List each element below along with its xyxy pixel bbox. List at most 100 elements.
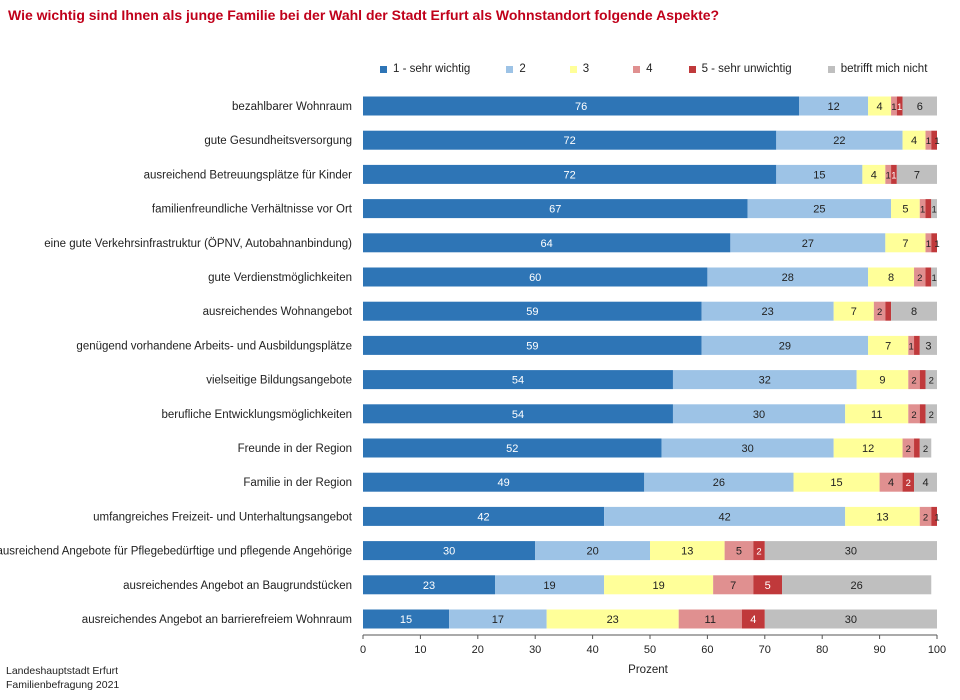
bar-segment (914, 335, 920, 355)
data-label: 54 (512, 375, 524, 387)
bar-segment (885, 301, 892, 321)
data-label: 3 (925, 340, 931, 352)
bar-segment (891, 199, 920, 219)
data-label: 1 (934, 239, 939, 250)
bar-segment (363, 472, 645, 492)
data-label: 2 (929, 376, 934, 387)
bar-segment (885, 164, 892, 184)
bar-segment (707, 267, 869, 287)
bar-segment (914, 472, 937, 492)
data-label: 32 (759, 375, 771, 387)
bar-segment (741, 609, 765, 629)
bar-segment (908, 335, 915, 355)
x-tick-label: 70 (759, 644, 771, 656)
legend-label: 5 - sehr unwichtig (701, 63, 792, 75)
bar-segment (363, 438, 662, 458)
x-tick-label: 60 (701, 644, 713, 656)
legend-item: betrifft mich nicht (827, 63, 928, 75)
data-label: 2 (906, 478, 911, 489)
x-tick-label: 40 (586, 644, 598, 656)
bar-segment (879, 472, 903, 492)
bar-segment (363, 267, 708, 287)
data-label: 42 (718, 511, 730, 523)
bar-segment (896, 164, 937, 184)
data-label: 7 (902, 238, 908, 250)
category-label: ausreichendes Wohnangebot (203, 306, 353, 318)
legend-label: 2 (519, 63, 526, 75)
bar-segment (724, 541, 754, 561)
bar-segment (862, 164, 886, 184)
data-label: 5 (765, 580, 771, 592)
data-label: 29 (779, 340, 791, 352)
bar-segment (856, 370, 909, 390)
bar-segment (363, 130, 777, 150)
bar-segment (931, 267, 937, 287)
bar-segment (833, 438, 903, 458)
data-label: 1 (920, 205, 925, 216)
data-label: 67 (549, 204, 561, 216)
data-label: 1 (891, 170, 896, 181)
legend-swatch (688, 65, 696, 73)
data-label: 2 (923, 512, 928, 523)
data-label: 20 (586, 546, 598, 558)
data-label: 26 (851, 580, 863, 592)
data-label: 1 (926, 239, 931, 250)
data-label: 72 (564, 135, 576, 147)
bar-segment (919, 335, 937, 355)
data-label: 7 (914, 169, 920, 181)
data-label: 1 (886, 170, 891, 181)
legend-item: 2 (506, 63, 526, 75)
bar-segment (701, 335, 869, 355)
legend-label: 1 - sehr wichtig (393, 63, 471, 75)
bar-segment (914, 438, 920, 458)
data-label: 4 (911, 135, 917, 147)
x-tick-label: 80 (816, 644, 828, 656)
data-label: 1 (931, 205, 936, 216)
data-label: 12 (862, 443, 874, 455)
bar-segment (793, 472, 880, 492)
x-tick-label: 0 (360, 644, 366, 656)
data-label: 2 (756, 547, 761, 558)
data-label: 13 (681, 546, 693, 558)
category-label: berufliche Entwicklungsmöglichkeiten (162, 409, 353, 421)
bar-segment (891, 164, 897, 184)
x-tick-label: 90 (873, 644, 885, 656)
bar-segment (868, 335, 909, 355)
category-label: ausreichendes Angebot an barrierefreiem … (82, 614, 352, 626)
bar-segment (363, 335, 702, 355)
data-label: 19 (543, 580, 555, 592)
bar-segment (604, 575, 714, 595)
legend-swatch (506, 65, 514, 73)
bar-segment (902, 96, 937, 116)
category-label: gute Verdienstmöglichkeiten (208, 272, 352, 284)
data-label: 13 (876, 511, 888, 523)
data-label: 15 (813, 169, 825, 181)
bar-segment (672, 404, 846, 424)
bar-segment (495, 575, 605, 595)
data-label: 4 (871, 169, 877, 181)
bar-segment (891, 301, 937, 321)
legend-swatch (827, 65, 835, 73)
category-label: eine gute Verkehrsinfrastruktur (ÖPNV, A… (44, 238, 352, 250)
bar-segment (902, 472, 915, 492)
bar-segment (672, 370, 857, 390)
bar-segment (833, 301, 874, 321)
data-label: 54 (512, 409, 524, 421)
bar-segment (925, 267, 932, 287)
data-label: 30 (741, 443, 753, 455)
legend-label: betrifft mich nicht (840, 63, 928, 75)
data-label: 5 (902, 204, 908, 216)
bar-segment (644, 472, 794, 492)
bar-segment (730, 233, 886, 253)
data-label: 23 (762, 306, 774, 318)
data-label: 8 (888, 272, 894, 284)
bar-segment (650, 541, 725, 561)
data-label: 42 (477, 511, 489, 523)
data-label: 1 (926, 136, 931, 147)
bar-segment (845, 404, 909, 424)
bar-segment (799, 96, 869, 116)
category-label: umfangreiches Freizeit- und Unterhaltung… (93, 511, 353, 523)
bar-segment (873, 301, 886, 321)
data-label: 59 (526, 340, 538, 352)
